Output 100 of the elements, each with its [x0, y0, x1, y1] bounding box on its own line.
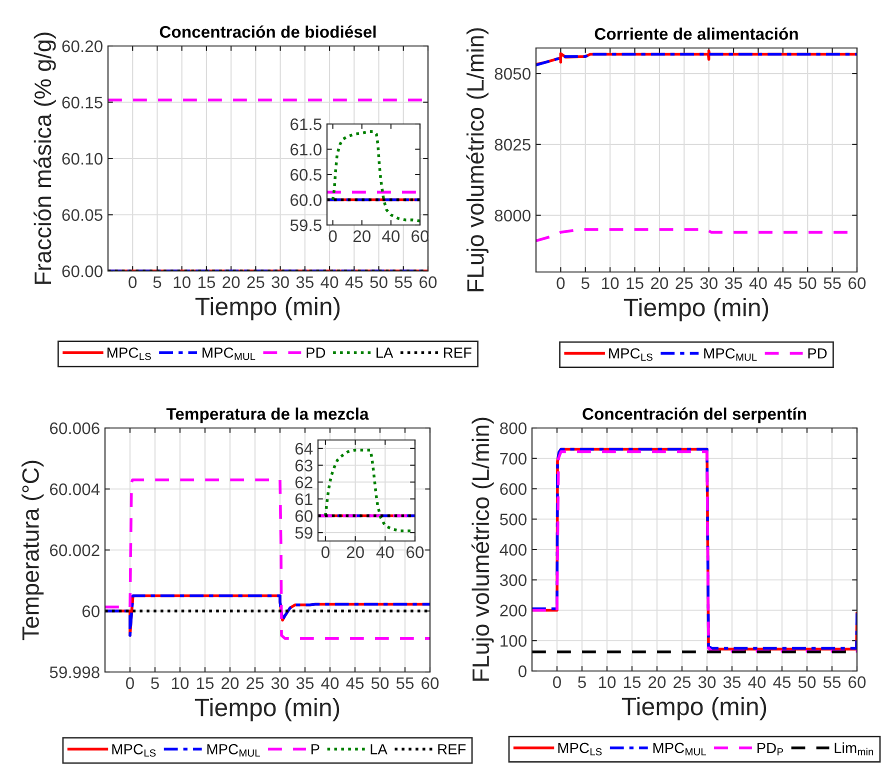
y-tick-label: 60.20	[62, 40, 102, 52]
x-tick-label: 15	[197, 677, 214, 690]
y-tick-label: 300	[500, 574, 526, 586]
y-tick-label: 61.5	[290, 118, 322, 130]
legend-label: MPC$_{MUL}$	[653, 742, 706, 756]
x-tick-label: 0	[328, 230, 337, 242]
chart-title: Corriente de alimentación	[594, 27, 798, 40]
x-axis-title: Tiempo (min)	[195, 296, 340, 320]
x-axis-title: Tiempo (min)	[622, 696, 766, 720]
y-tick-label: 60.00	[62, 265, 102, 278]
x-axis-title: Tiempo (min)	[624, 298, 768, 322]
x-tick-label: 55	[394, 276, 412, 288]
y-tick-label: 100	[500, 635, 526, 647]
y-tick-label: 60.0	[290, 194, 322, 206]
legend-label: MPC$_{MUL}$	[704, 348, 757, 361]
y-tick-label: 600	[500, 483, 526, 495]
x-tick-label: 55	[824, 277, 841, 290]
x-tick-label: 5	[581, 277, 590, 290]
y-tick-label: 8025	[494, 138, 530, 151]
legend-label: MPC$_{LS}$	[112, 744, 156, 757]
x-tick-label: 25	[246, 677, 264, 690]
x-tick-label: 10	[172, 677, 189, 690]
legend-label: PD	[808, 348, 827, 358]
legend-label: Lim$_{min}$	[834, 742, 874, 756]
x-tick-label: 20	[353, 230, 370, 242]
x-tick-label: 5	[151, 677, 159, 690]
x-tick-label: 60	[422, 677, 439, 690]
y-tick-label: 0	[518, 665, 526, 678]
y-tick-label: 63	[295, 460, 312, 472]
y-tick-label: 59	[295, 526, 312, 539]
x-tick-label: 15	[626, 277, 644, 290]
y-tick-label: 62	[295, 476, 312, 488]
y-tick-label: 500	[500, 514, 526, 526]
x-tick-label: 60	[848, 277, 866, 290]
y-tick-label: 64	[295, 442, 313, 455]
x-tick-label: 20	[346, 546, 364, 558]
x-tick-label: 0	[126, 677, 134, 690]
x-tick-label: 20	[648, 676, 666, 688]
y-tick-label: 60.002	[50, 544, 100, 556]
x-tick-label: 20	[651, 277, 668, 290]
y-tick-label: 60	[295, 510, 312, 522]
x-tick-label: 45	[774, 277, 792, 290]
x-tick-label: 50	[371, 677, 389, 690]
chart-title: Concentración de biodiésel	[160, 25, 376, 38]
x-tick-label: 40	[382, 230, 400, 242]
x-tick-label: 40	[376, 546, 394, 558]
x-tick-label: 40	[320, 276, 338, 288]
x-tick-label: 15	[624, 676, 641, 688]
x-tick-label: 30	[700, 277, 718, 290]
x-tick-label: 55	[396, 677, 414, 690]
legend-label: MPC$_{LS}$	[558, 742, 602, 756]
legend-label: REF	[438, 744, 466, 754]
x-tick-label: 60	[420, 276, 437, 288]
x-tick-label: 30	[698, 676, 716, 688]
x-tick-label: 0	[321, 546, 330, 558]
y-tick-label: 400	[500, 544, 526, 556]
x-tick-label: 50	[370, 276, 388, 288]
y-axis-title: FLujo volumétrico (L/min)	[466, 28, 489, 292]
y-tick-label: 61.0	[290, 144, 322, 156]
x-tick-label: 35	[723, 676, 741, 688]
x-tick-label: 55	[823, 676, 841, 688]
x-tick-label: 60	[406, 546, 424, 558]
y-tick-label: 60.05	[62, 209, 102, 221]
legend-label: P	[311, 744, 320, 754]
legend-label: MPC$_{LS}$	[609, 348, 652, 361]
y-tick-label: 60.10	[62, 152, 102, 165]
legend-label: MPC$_{MUL}$	[202, 347, 256, 360]
x-tick-label: 5	[578, 676, 586, 688]
x-tick-label: 10	[599, 676, 616, 688]
chart-title: Temperatura de la mezcla	[166, 408, 369, 424]
y-tick-label: 60.15	[62, 96, 102, 108]
x-tick-label: 0	[128, 276, 137, 288]
legend-label: LA	[370, 744, 388, 754]
legend-label: PD	[306, 348, 326, 358]
x-tick-label: 0	[556, 277, 565, 290]
legend-label: MPC$_{MUL}$	[207, 744, 260, 757]
x-tick-label: 40	[321, 677, 339, 690]
legend-label: LA	[376, 348, 394, 358]
y-tick-label: 60	[82, 605, 100, 618]
x-tick-label: 35	[296, 276, 314, 288]
y-tick-label: 59.5	[290, 219, 322, 232]
x-tick-label: 20	[222, 677, 239, 690]
x-tick-label: 50	[799, 277, 816, 290]
y-tick-label: 8000	[494, 210, 530, 222]
legend-label: PD$_{P}$	[758, 742, 783, 756]
y-tick-label: 61	[295, 493, 312, 506]
legend-label: REF	[444, 348, 472, 358]
x-tick-label: 50	[798, 676, 816, 688]
x-tick-label: 35	[296, 677, 314, 690]
x-axis-title: Tiempo (min)	[194, 698, 340, 722]
x-tick-label: 10	[174, 276, 190, 288]
x-tick-label: 40	[748, 676, 766, 688]
chart-title: Concentración del serpentín	[582, 407, 806, 424]
y-tick-label: 700	[500, 452, 526, 465]
x-tick-label: 20	[222, 276, 240, 288]
x-tick-label: 5	[153, 276, 162, 288]
legend-label: MPC$_{LS}$	[108, 347, 151, 360]
x-tick-label: 0	[553, 676, 561, 688]
x-tick-label: 15	[198, 276, 216, 288]
y-tick-label: 60.5	[290, 168, 322, 181]
